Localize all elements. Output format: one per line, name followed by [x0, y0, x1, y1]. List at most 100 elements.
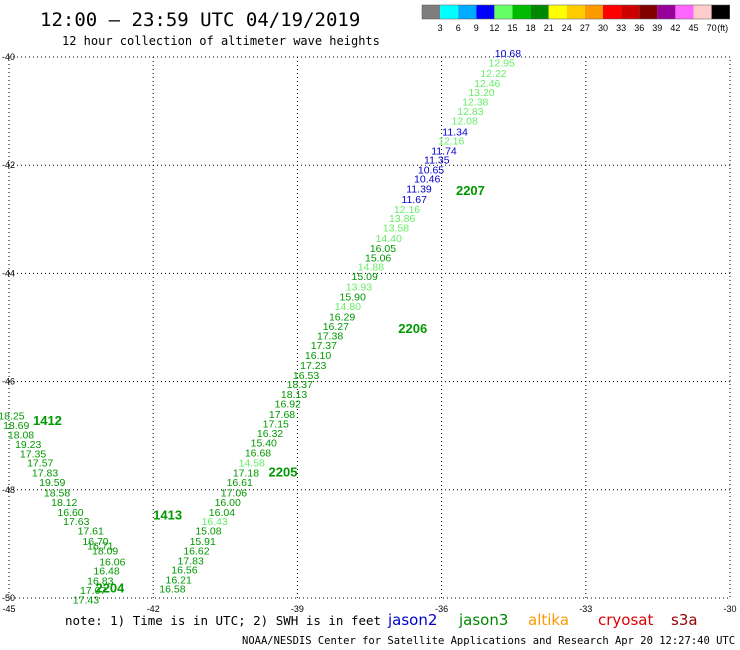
pass-number-label: 2207: [456, 183, 485, 198]
wave-height-label: 16.56: [171, 565, 197, 577]
wave-height-label: 17.06: [221, 487, 247, 499]
color-scale-label: 6: [456, 23, 461, 33]
color-scale-label: 45: [688, 23, 698, 33]
x-tick-label: -39: [291, 604, 304, 614]
wave-height-label: 10.46: [414, 174, 440, 186]
wave-height-label: 18.69: [3, 420, 29, 432]
series-2206: 15.9014.8016.2916.2717.3817.3716.1017.23…: [293, 291, 366, 381]
color-scale-frame: [421, 4, 730, 20]
plot-frame: [8, 56, 731, 599]
color-scale-label: 70: [707, 23, 717, 33]
wave-height-label: 16.58: [159, 584, 185, 596]
chart-title: 12:00 – 23:59 UTC 04/19/2019: [40, 9, 360, 31]
color-scale-label: 3: [438, 23, 443, 33]
wave-height-label: 14.80: [335, 301, 361, 313]
series-1412: 18.2518.6918.0819.2317.3517.5717.8319.59…: [0, 410, 90, 527]
wave-height-label: 16.60: [57, 507, 83, 519]
wave-height-label: 16.29: [329, 311, 355, 323]
color-swatch: [512, 5, 531, 19]
wave-height-label: 17.83: [32, 467, 58, 479]
wave-height-label: 18.25: [0, 410, 25, 422]
color-scale-label: 42: [670, 23, 680, 33]
color-scale-label: 18: [526, 23, 536, 33]
color-scale-label: 12: [489, 23, 499, 33]
pass-number-label: 2206: [398, 321, 427, 336]
color-swatch: [693, 5, 712, 19]
wave-height-label: 11.67: [401, 194, 427, 206]
color-swatch: [639, 5, 658, 19]
color-swatch: [422, 5, 441, 19]
color-swatch: [566, 5, 585, 19]
color-swatch: [584, 5, 603, 19]
wave-height-label: 17.37: [311, 340, 337, 352]
plot-area: -45 -42 -39 -36 -33 -30 -40 -42 -44 -46 -48 -50 10.6…: [0, 48, 737, 614]
wave-height-label: 15.90: [340, 291, 366, 303]
wave-height-label: 14.58: [239, 458, 265, 470]
y-tick-label: -46: [2, 377, 15, 387]
x-tick-label: -33: [579, 604, 592, 614]
wave-height-label: 12.16: [438, 136, 464, 148]
series-2205: 18.3718.1316.9217.6817.1516.3215.4016.68…: [190, 379, 314, 548]
wave-height-label: 16.10: [305, 350, 331, 362]
wave-height-label: 16.68: [245, 447, 271, 459]
wave-height-label: 16.32: [257, 428, 283, 440]
wave-height-label: 14.40: [376, 233, 402, 245]
color-scale-label: 21: [544, 23, 554, 33]
footer-note: note: 1) Time is in UTC; 2) SWH is in fe…: [65, 613, 381, 628]
wave-height-label: 15.08: [195, 526, 221, 538]
y-tick-label: -40: [2, 52, 15, 62]
x-tick-label: -30: [723, 604, 736, 614]
wave-height-label: 18.08: [8, 429, 34, 441]
wave-height-label: 18.37: [287, 379, 313, 391]
chart-subtitle: 12 hour collection of altimeter wave hei…: [62, 34, 380, 48]
wave-height-label: 18.12: [51, 497, 77, 509]
wave-height-label: 17.43: [73, 594, 99, 606]
wave-height-label: 17.35: [20, 448, 46, 460]
footer-credit: NOAA/NESDIS Center for Satellite Applica…: [242, 635, 740, 647]
color-scale-legend: 3 6 9 12 15 18 21 24 27 30 33 36 39 42 45 70 (ft): [421, 4, 730, 33]
color-scale-label: 33: [616, 23, 626, 33]
pass-number-label: 1412: [33, 413, 62, 428]
color-swatch: [494, 5, 513, 19]
wave-height-label: 16.53: [293, 370, 319, 382]
wave-height-label: 16.61: [227, 477, 253, 489]
wave-height-label: 16.71: [87, 540, 113, 552]
wave-height-label: 17.15: [263, 419, 289, 431]
wave-height-label: 15.06: [365, 252, 391, 264]
wave-height-label: 12.22: [480, 68, 506, 80]
wave-height-label: 11.74: [431, 145, 457, 157]
color-scale-label: (ft): [717, 23, 728, 33]
wave-height-label: 11.39: [406, 183, 432, 195]
color-swatch: [548, 5, 567, 19]
y-tick-label: -50: [2, 593, 15, 603]
satellite-legend: jason2 jason3 altika cryosat s3a: [387, 611, 698, 629]
wave-height-label: 10.65: [418, 164, 444, 176]
x-tick-label: -45: [2, 604, 15, 614]
wave-height-label: 13.93: [346, 282, 372, 294]
wave-height-label: 12.16: [394, 204, 420, 216]
wave-height-label: 10.68: [495, 48, 521, 60]
wave-height-label: 16.05: [370, 243, 396, 255]
wave-height-label: 15.09: [352, 271, 378, 283]
wave-height-label: 16.00: [215, 497, 241, 509]
color-swatch: [603, 5, 622, 19]
pass-number-label: 2205: [269, 464, 298, 479]
wave-height-label: 16.83: [87, 575, 113, 587]
wave-height-label: 19.23: [15, 439, 41, 451]
wave-height-label: 17.63: [63, 516, 89, 528]
color-scale-label: 9: [474, 23, 479, 33]
x-tick-label: -36: [435, 604, 448, 614]
y-tick-label: -42: [2, 160, 15, 170]
color-swatch: [657, 5, 676, 19]
color-scale-label: 15: [507, 23, 517, 33]
satellite-jason2: jason2: [387, 611, 437, 629]
series-2207: 10.6812.9512.2212.4613.2012.3812.8312.08…: [346, 48, 521, 294]
wave-height-label: 16.04: [209, 507, 235, 519]
wave-height-label: 19.59: [39, 477, 65, 489]
color-scale-label: 27: [580, 23, 590, 33]
wave-height-label: 16.62: [183, 546, 209, 558]
wave-height-label: 17.07: [80, 585, 106, 597]
wave-height-label: 15.40: [251, 438, 277, 450]
